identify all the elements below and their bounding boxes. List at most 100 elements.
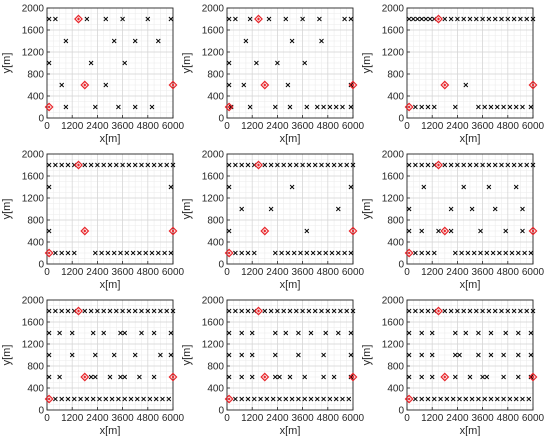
sensor-marker — [515, 330, 521, 336]
sensor-marker — [331, 374, 337, 380]
sensor-marker — [239, 206, 245, 212]
sensor-marker — [501, 374, 506, 380]
sensor-marker — [168, 184, 174, 190]
sensor-marker — [226, 16, 232, 22]
source-marker — [348, 226, 358, 236]
source-marker — [168, 226, 178, 236]
sensor-marker — [348, 250, 354, 256]
sensor-marker — [251, 250, 257, 256]
sensor-marker — [130, 250, 136, 256]
axes-frame — [406, 153, 534, 265]
sensor-marker — [317, 250, 322, 256]
sensor-marker — [59, 308, 65, 314]
sensor-marker — [46, 228, 52, 234]
y-tick-label: 1600 — [202, 318, 225, 329]
sensor-marker — [530, 162, 536, 168]
y-tick-label: 1200 — [382, 194, 405, 205]
y-tick-label: 400 — [207, 92, 224, 103]
y-tick-label: 400 — [27, 384, 44, 395]
sensor-marker — [126, 308, 132, 314]
sensor-marker — [419, 308, 425, 314]
source-marker-core — [171, 83, 175, 87]
sensor-marker — [279, 250, 284, 256]
sensor-marker — [312, 308, 318, 314]
sensor-marker — [266, 16, 272, 22]
sensor-marker — [287, 374, 293, 380]
sensor-marker — [277, 396, 282, 402]
source-marker-core — [407, 105, 411, 109]
sensor-marker — [126, 162, 132, 168]
source-marker-core — [443, 83, 447, 87]
x-tick-label: 6000 — [522, 121, 545, 132]
source-marker — [348, 372, 358, 382]
sensor-marker — [524, 162, 530, 168]
y-axis-label: y[m] — [181, 199, 193, 220]
sensor-marker — [46, 352, 52, 358]
x-tick-label: 2400 — [86, 267, 109, 278]
sensor-marker — [71, 396, 77, 402]
x-tick-label: 4800 — [317, 121, 340, 132]
source-marker-core — [47, 105, 51, 109]
sensor-marker — [321, 374, 326, 380]
source-marker — [348, 80, 358, 90]
sensor-marker — [88, 60, 94, 66]
source-marker — [168, 80, 178, 90]
sensor-marker — [145, 16, 151, 22]
sensor-marker — [109, 396, 115, 402]
y-tick-label: 2000 — [22, 296, 45, 307]
source-marker — [528, 226, 538, 236]
sensor-marker — [429, 374, 435, 380]
source-marker-core — [47, 251, 51, 255]
sensor-marker — [482, 396, 488, 402]
sensor-marker — [438, 396, 443, 402]
sensor-marker — [321, 104, 326, 110]
source-marker — [528, 80, 538, 90]
sensor-marker — [118, 374, 123, 380]
x-tick-label: 1200 — [61, 413, 84, 424]
sensor-marker — [505, 16, 511, 22]
x-tick-label: 0 — [404, 121, 410, 132]
source-marker — [254, 306, 263, 316]
sensor-marker — [134, 396, 140, 402]
x-tick-label: 1200 — [421, 121, 444, 132]
y-tick-label: 0 — [398, 260, 404, 271]
sensor-marker — [103, 16, 109, 22]
sensor-marker — [239, 396, 245, 402]
sensor-marker — [505, 308, 511, 314]
sensor-marker — [436, 228, 441, 234]
sensor-marker — [425, 104, 431, 110]
sensor-marker — [151, 308, 157, 314]
sensor-marker — [452, 104, 458, 110]
sensor-marker — [486, 184, 492, 190]
sensor-marker — [69, 352, 75, 358]
sensor-marker — [243, 38, 249, 44]
sensor-marker — [166, 396, 172, 402]
sensor-marker — [321, 396, 326, 402]
y-axis-label: y[m] — [361, 53, 373, 74]
sensor-marker — [285, 82, 291, 88]
sensor-marker — [419, 352, 425, 358]
subplot-3: 0 1200 2400 3600 4800 60000400800120016002000… — [361, 4, 545, 146]
x-tick-label: 1200 — [241, 413, 264, 424]
sensor-marker — [122, 60, 128, 66]
x-tick-label: 1200 — [61, 267, 84, 278]
sensor-marker — [511, 162, 517, 168]
sensor-marker — [526, 396, 532, 402]
y-tick-label: 800 — [27, 216, 44, 227]
sensor-marker — [268, 206, 274, 212]
sensor-marker — [120, 162, 125, 168]
sensor-marker — [275, 162, 280, 168]
sensor-marker — [137, 374, 142, 380]
axes-frame — [46, 7, 174, 119]
y-tick-label: 1600 — [22, 172, 45, 183]
source-marker — [80, 80, 90, 90]
sensor-marker — [65, 308, 71, 314]
sensor-marker — [452, 352, 458, 358]
sensor-marker — [59, 396, 65, 402]
y-tick-label: 1600 — [382, 172, 405, 183]
sensor-marker — [480, 308, 485, 314]
sensor-marker — [289, 396, 295, 402]
sensor-marker — [272, 330, 278, 336]
sensor-marker — [429, 352, 435, 358]
subplot-6: 0 1200 2400 3600 4800 60000400800120016002000… — [361, 150, 545, 292]
